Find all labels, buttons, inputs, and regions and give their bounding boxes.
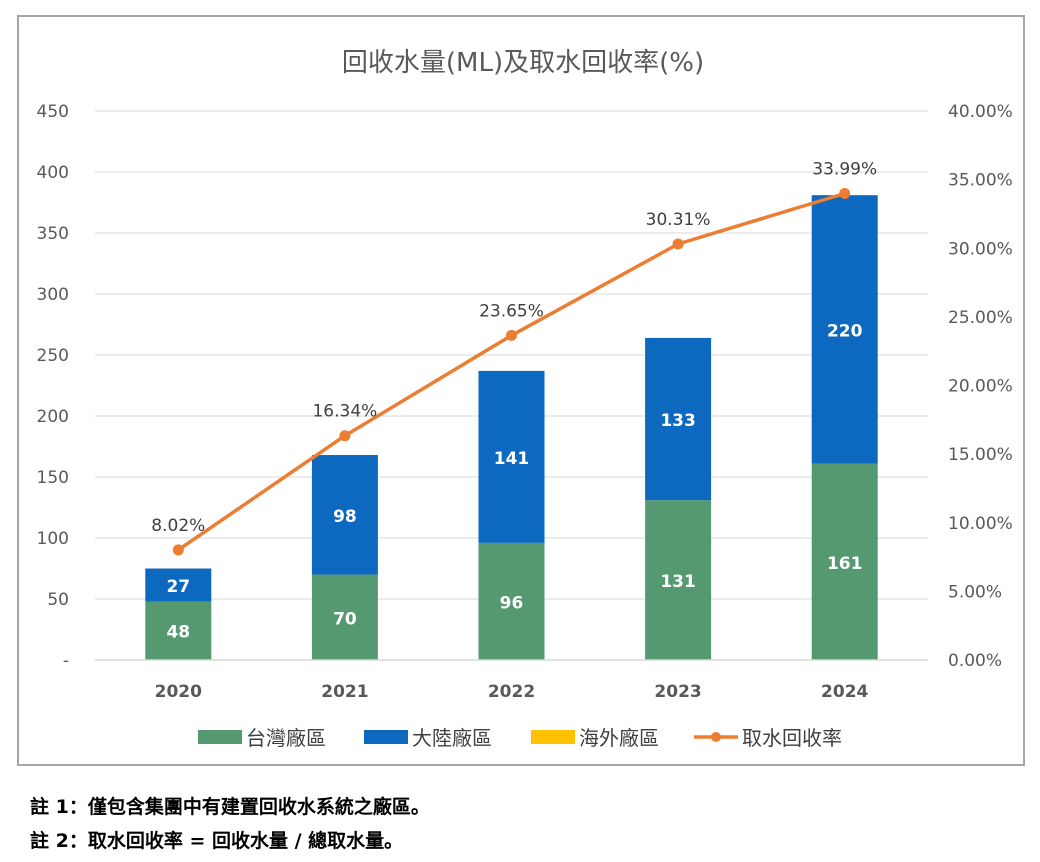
- line-point: [172, 544, 184, 556]
- bar-taiwan: [811, 463, 878, 660]
- y-tick-label: 100: [37, 529, 69, 549]
- bar-data-label: 98: [333, 507, 357, 527]
- y2-tick-label: 30.00%: [948, 239, 1013, 259]
- footnote-1: 註 1：僅包含集團中有建置回收水系統之廠區。: [30, 796, 430, 818]
- line-point: [672, 238, 684, 250]
- y-axis-left: - 50 100 150 200 250 300 350 400 450: [37, 102, 69, 671]
- y-tick-label: 350: [37, 224, 69, 244]
- bar-mainland: [145, 568, 212, 602]
- legend-label: 取水回收率: [742, 726, 842, 750]
- x-tick-label: 2021: [321, 682, 368, 702]
- y-tick-label: 50: [47, 590, 69, 610]
- y2-tick-label: 5.00%: [948, 582, 1002, 602]
- bar-mainland: [811, 195, 878, 464]
- legend-swatch: [531, 730, 575, 744]
- bar-taiwan: [645, 500, 712, 660]
- y2-tick-label: 35.00%: [948, 171, 1013, 191]
- bar-data-label: 96: [500, 593, 524, 613]
- line-data-label: 30.31%: [646, 210, 711, 230]
- x-axis: 2020 2021 2022 2023 2024: [95, 659, 928, 702]
- line-data-label: 16.34%: [312, 402, 377, 422]
- y-tick-label: 400: [37, 163, 69, 183]
- bar-mainland: [478, 370, 545, 543]
- footnote-2: 註 2：取水回收率 = 回收水量 / 總取水量。: [30, 830, 404, 852]
- y-tick-label: -: [63, 651, 69, 671]
- legend-label: 海外廠區: [579, 726, 659, 750]
- line-point: [506, 329, 517, 341]
- y-tick-label: 250: [37, 346, 69, 366]
- legend: 台灣廠區 大陸廠區 海外廠區 取水回收率: [198, 726, 842, 750]
- chart-title: 回收水量(ML)及取水回收率(%): [342, 48, 704, 78]
- line-data-label: 8.02%: [151, 516, 205, 536]
- x-tick-label: 2022: [488, 682, 535, 702]
- chart: 回收水量(ML)及取水回收率(%) - 50 100 150 200 250 300 350 4…: [37, 48, 1013, 750]
- bar-data-label: 70: [333, 609, 357, 629]
- bars: 48 27 70 98 96 141 131 133 161 220: [145, 195, 878, 660]
- footnotes: 註 1：僅包含集團中有建置回收水系統之廠區。 註 2：取水回收率 = 回收水量 …: [30, 790, 430, 858]
- x-tick-label: 2020: [155, 682, 202, 702]
- y2-tick-label: 25.00%: [948, 308, 1013, 328]
- bar-mainland: [645, 337, 712, 501]
- bar-data-label: 161: [827, 554, 863, 574]
- legend-label: 台灣廠區: [246, 726, 326, 750]
- x-tick-label: 2023: [654, 682, 701, 702]
- y2-tick-label: 0.00%: [948, 651, 1002, 671]
- y2-tick-label: 20.00%: [948, 377, 1013, 397]
- y2-tick-label: 15.00%: [948, 445, 1013, 465]
- legend-label: 大陸廠區: [412, 726, 492, 750]
- bar-data-label: 27: [166, 577, 190, 597]
- bar-mainland: [311, 455, 378, 575]
- bar-data-label: 141: [494, 449, 530, 469]
- bar-data-label: 133: [660, 411, 696, 431]
- bar-data-label: 131: [660, 572, 696, 592]
- y-tick-label: 450: [37, 102, 69, 122]
- bar-taiwan: [145, 601, 212, 660]
- legend-swatch: [198, 730, 242, 744]
- legend-marker: [711, 732, 721, 742]
- bar-data-label: 48: [166, 623, 190, 643]
- y2-tick-label: 10.00%: [948, 514, 1013, 534]
- bar-taiwan: [311, 574, 378, 660]
- line-series: 8.02% 16.34% 23.65% 30.31% 33.99%: [151, 159, 877, 556]
- line-data-label: 23.65%: [479, 301, 544, 321]
- y-axis-right: 0.00% 5.00% 10.00% 15.00% 20.00% 25.00% 30.00%…: [948, 102, 1013, 671]
- line-point: [839, 187, 851, 199]
- bar-taiwan: [478, 542, 545, 660]
- line-data-label: 33.99%: [812, 159, 877, 179]
- y2-tick-label: 40.00%: [948, 102, 1013, 122]
- y-tick-label: 150: [37, 468, 69, 488]
- y-tick-label: 200: [37, 407, 69, 427]
- line-point: [339, 430, 351, 442]
- x-tick-label: 2024: [821, 682, 868, 702]
- bar-data-label: 220: [827, 321, 863, 341]
- legend-swatch: [364, 730, 408, 744]
- y-tick-label: 300: [37, 285, 69, 305]
